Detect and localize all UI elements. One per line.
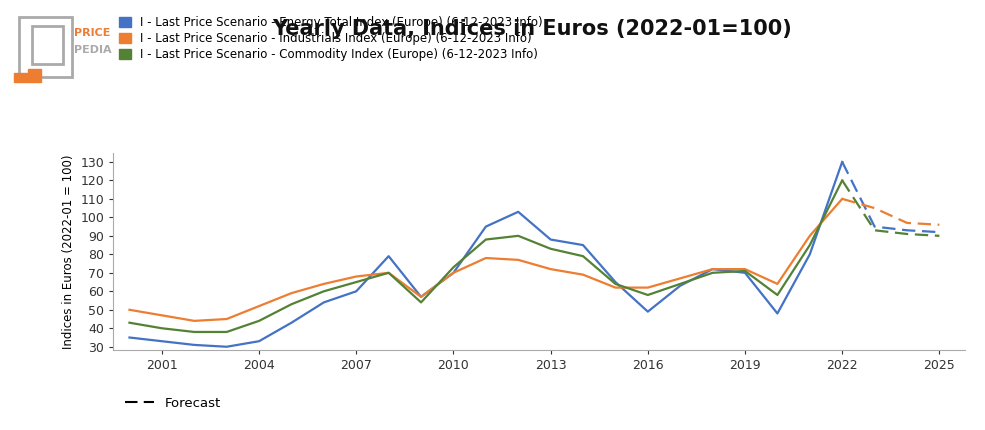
Polygon shape [14, 69, 41, 82]
Legend: Forecast: Forecast [120, 391, 227, 415]
Text: PRICE: PRICE [74, 28, 110, 38]
Y-axis label: Indices in Euros (2022-01 = 100): Indices in Euros (2022-01 = 100) [62, 154, 75, 349]
Text: Yearly Data, Indices in Euros (2022-01=100): Yearly Data, Indices in Euros (2022-01=1… [272, 19, 792, 40]
Text: PEDIA: PEDIA [74, 45, 111, 55]
